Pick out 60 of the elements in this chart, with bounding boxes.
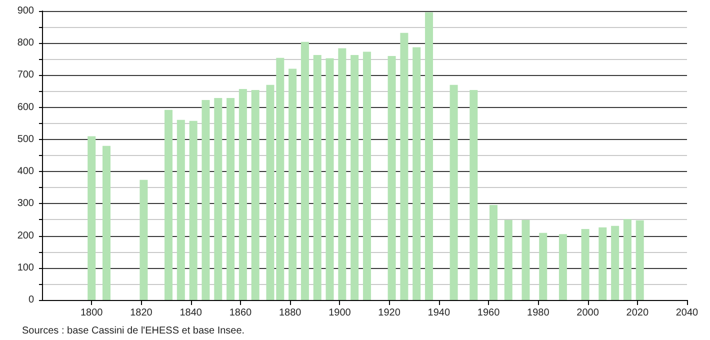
bar	[581, 229, 590, 300]
bar	[338, 48, 346, 300]
bar	[202, 100, 210, 300]
bar	[102, 146, 110, 300]
bar	[276, 58, 284, 300]
bar	[88, 136, 96, 300]
x-tick-label: 1920	[378, 308, 401, 318]
bar	[164, 110, 173, 300]
bar	[226, 98, 235, 300]
y-tick-label: 500	[17, 134, 34, 145]
bar	[313, 54, 322, 300]
bar	[300, 42, 309, 300]
bar	[189, 120, 198, 300]
y-tick-label: 800	[17, 38, 34, 49]
x-tick-label: 1860	[229, 308, 252, 318]
y-tick-label: 600	[17, 102, 34, 113]
bar	[400, 32, 408, 300]
bar	[140, 180, 148, 300]
x-tick-label: 1800	[80, 308, 104, 318]
bar	[623, 219, 632, 300]
bar	[611, 226, 620, 300]
y-tick-label: 0	[28, 294, 34, 306]
bar	[636, 220, 644, 300]
y-tick-label: 100	[17, 262, 34, 274]
x-tick-label: 1820	[130, 308, 153, 318]
bar	[350, 54, 359, 300]
bar	[522, 220, 530, 300]
bar	[238, 89, 247, 300]
bar	[362, 52, 371, 300]
bar	[214, 98, 222, 300]
bar	[176, 120, 185, 300]
x-tick-label: 1960	[477, 308, 500, 318]
bar	[425, 12, 433, 300]
x-tick-label: 2020	[626, 308, 649, 318]
bar	[288, 68, 297, 300]
bar	[450, 84, 458, 300]
x-tick-label: 1840	[180, 308, 202, 318]
source-note: Sources : base Cassini de l'EHESS et base Insee.	[22, 326, 245, 336]
y-tick-label: 900	[17, 6, 34, 16]
y-tick-label: 200	[17, 230, 34, 242]
bar	[539, 232, 548, 300]
x-tick-label: 1980	[527, 308, 550, 318]
bar	[251, 90, 260, 300]
x-tick-label: 1900	[328, 308, 352, 318]
y-tick-label: 300	[17, 198, 34, 210]
bar	[490, 204, 498, 300]
y-tick-label: 400	[17, 166, 34, 178]
bar	[266, 84, 274, 300]
y-tick-label: 700	[17, 70, 34, 81]
bar	[388, 56, 396, 300]
bar	[326, 58, 334, 300]
bar	[598, 227, 607, 300]
bar	[558, 234, 567, 300]
x-tick-label: 1940	[428, 308, 450, 318]
x-tick-label: 2040	[676, 308, 699, 318]
x-tick-label: 2000	[576, 308, 600, 318]
x-tick-label: 1880	[278, 308, 302, 318]
bar	[504, 220, 512, 300]
bar	[470, 90, 478, 300]
bar	[412, 47, 421, 300]
